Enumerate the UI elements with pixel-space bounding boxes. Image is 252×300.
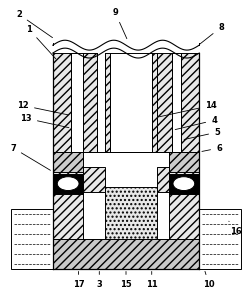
Ellipse shape	[57, 177, 79, 190]
Text: 2: 2	[16, 10, 52, 38]
Bar	[181, 53, 198, 152]
Bar	[168, 174, 198, 194]
Bar	[171, 53, 181, 152]
Text: 7: 7	[10, 143, 50, 170]
Text: 15: 15	[120, 272, 131, 289]
Bar	[83, 53, 97, 152]
Text: 11: 11	[145, 272, 157, 289]
Bar	[53, 152, 198, 239]
Bar	[105, 53, 110, 152]
Text: 3: 3	[96, 272, 102, 289]
Bar	[53, 53, 70, 152]
Bar	[70, 53, 83, 152]
Bar	[53, 152, 83, 239]
Bar	[83, 167, 105, 191]
Bar	[168, 152, 198, 172]
Bar	[156, 167, 168, 191]
Bar	[198, 209, 240, 269]
Text: 5: 5	[183, 128, 219, 140]
Bar	[53, 174, 83, 194]
Bar	[105, 187, 156, 239]
Bar	[110, 53, 151, 152]
Bar	[11, 209, 53, 269]
Text: 9: 9	[112, 8, 126, 39]
Text: 17: 17	[72, 272, 84, 289]
Ellipse shape	[172, 177, 194, 190]
Text: 14: 14	[159, 101, 216, 117]
Text: 12: 12	[17, 101, 68, 115]
Text: 1: 1	[26, 25, 56, 59]
Bar	[53, 239, 198, 269]
Text: 16: 16	[228, 221, 241, 236]
Bar	[53, 152, 83, 172]
Text: 10: 10	[202, 271, 214, 289]
Text: 4: 4	[174, 116, 216, 130]
Text: 8: 8	[199, 23, 223, 44]
Bar	[168, 152, 198, 239]
Text: 6: 6	[201, 143, 221, 152]
Text: 13: 13	[20, 114, 69, 128]
Bar	[151, 53, 156, 152]
Bar	[156, 53, 171, 152]
